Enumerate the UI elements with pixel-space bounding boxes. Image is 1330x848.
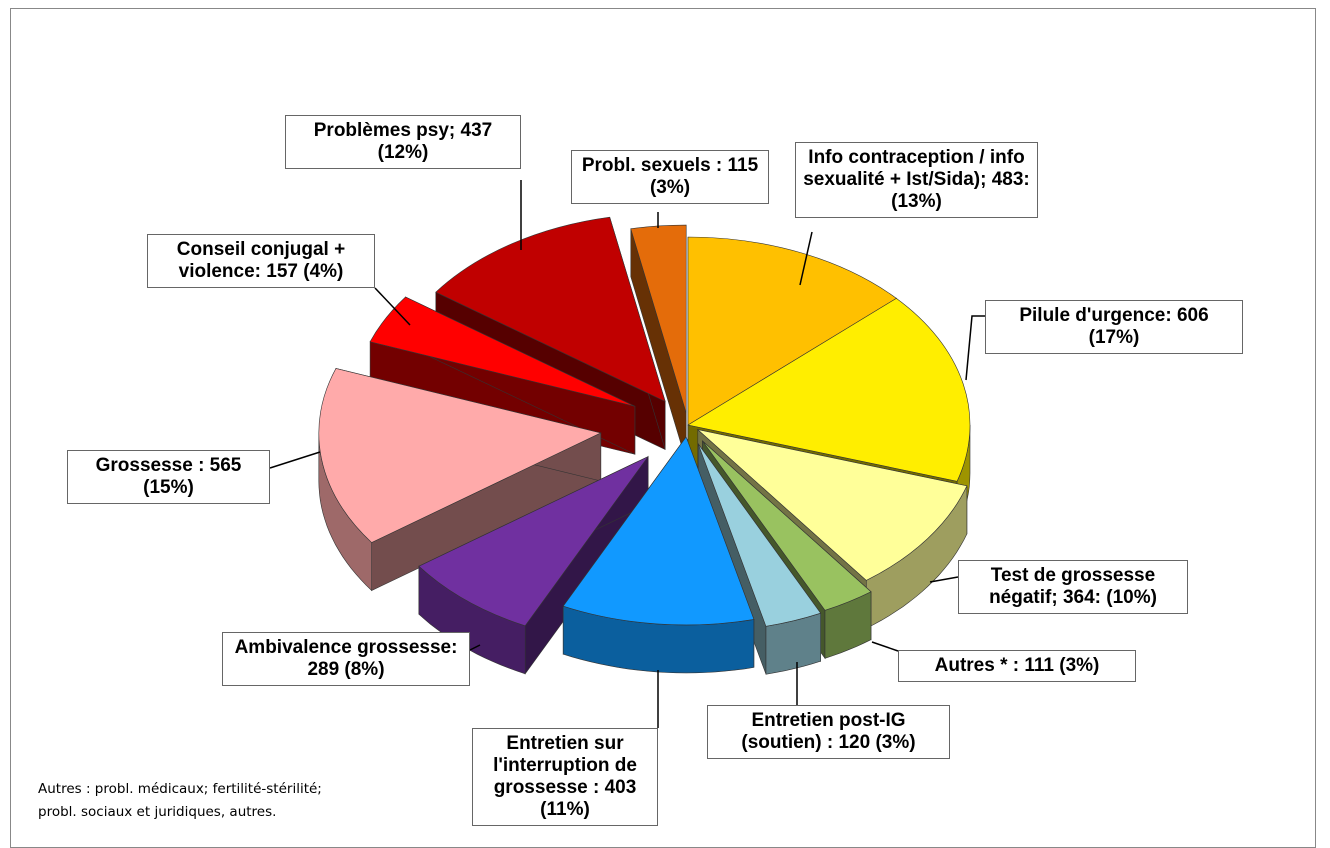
data-label: Grossesse : 565 (15%) <box>67 450 270 504</box>
leader-line <box>799 231 813 286</box>
slice <box>369 296 636 407</box>
leader-line <box>374 287 411 326</box>
data-label: Entretien post-IG (soutien) : 120 (3%) <box>707 705 950 759</box>
data-label: Info contraception / info sexualité + Is… <box>795 142 1038 218</box>
leader-line <box>965 315 985 381</box>
leader-line <box>929 576 959 583</box>
slice <box>687 297 971 482</box>
data-label: Pilule d'urgence: 606 (17%) <box>985 300 1243 354</box>
slice <box>697 443 822 627</box>
leader-line <box>469 644 481 651</box>
data-label: Autres * : 111 (3%) <box>898 650 1136 682</box>
data-label: Conseil conjugal + violence: 157 (4%) <box>147 234 375 288</box>
slice <box>318 368 602 543</box>
data-label: Test de grossesse négatif; 364: (10%) <box>958 560 1188 614</box>
slice <box>687 236 897 426</box>
data-label: Probl. sexuels : 115 (3%) <box>571 150 769 204</box>
slice <box>562 436 755 626</box>
data-label: Ambivalence grossesse: 289 (8%) <box>222 632 470 686</box>
slice <box>702 440 872 611</box>
leader-line <box>871 641 899 652</box>
footnote: Autres : probl. médicaux; fertilité-stér… <box>38 781 322 820</box>
data-label: Entretien sur l'interruption de grossess… <box>472 728 658 826</box>
slice <box>418 456 649 627</box>
slice <box>696 429 968 581</box>
data-label: Problèmes psy; 437 (12%) <box>285 115 521 169</box>
slice <box>435 216 666 403</box>
leader-line <box>269 451 321 469</box>
